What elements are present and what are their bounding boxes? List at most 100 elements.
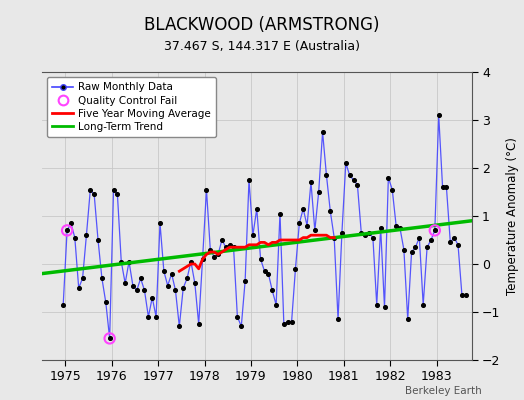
Point bbox=[74, 285, 83, 291]
Point bbox=[462, 292, 470, 298]
Point bbox=[225, 242, 234, 248]
Point bbox=[199, 256, 207, 262]
Point bbox=[442, 184, 451, 190]
Point bbox=[419, 302, 428, 308]
Point bbox=[446, 239, 454, 246]
Point bbox=[342, 160, 350, 166]
Point bbox=[136, 275, 145, 282]
Point bbox=[105, 335, 114, 342]
Point bbox=[110, 186, 118, 193]
Point bbox=[376, 225, 385, 231]
Point bbox=[202, 186, 211, 193]
Point bbox=[63, 227, 71, 234]
Point bbox=[133, 287, 141, 294]
Point bbox=[90, 191, 99, 198]
Point bbox=[113, 191, 122, 198]
Point bbox=[388, 186, 397, 193]
Point bbox=[287, 318, 296, 325]
Point bbox=[67, 220, 75, 226]
Point bbox=[373, 302, 381, 308]
Point bbox=[345, 172, 354, 178]
Point bbox=[129, 282, 137, 289]
Point bbox=[303, 222, 311, 229]
Point bbox=[260, 268, 269, 274]
Point bbox=[337, 230, 346, 236]
Point bbox=[79, 275, 87, 282]
Point bbox=[183, 275, 191, 282]
Text: 37.467 S, 144.317 E (Australia): 37.467 S, 144.317 E (Australia) bbox=[164, 40, 360, 53]
Point bbox=[179, 285, 188, 291]
Point bbox=[268, 287, 277, 294]
Point bbox=[311, 227, 319, 234]
Point bbox=[194, 321, 203, 327]
Point bbox=[233, 314, 242, 320]
Point bbox=[121, 280, 129, 286]
Point bbox=[125, 258, 133, 265]
Point bbox=[431, 227, 439, 234]
Point bbox=[365, 230, 373, 236]
Point bbox=[140, 287, 149, 294]
Point bbox=[322, 172, 331, 178]
Point bbox=[299, 206, 308, 212]
Point bbox=[400, 246, 408, 253]
Point bbox=[458, 292, 466, 298]
Point bbox=[357, 230, 365, 236]
Point bbox=[98, 275, 106, 282]
Point bbox=[264, 270, 272, 277]
Point bbox=[427, 237, 435, 243]
Point bbox=[256, 256, 265, 262]
Point bbox=[168, 270, 176, 277]
Point bbox=[171, 287, 180, 294]
Point bbox=[280, 321, 288, 327]
Point bbox=[218, 237, 226, 243]
Point bbox=[71, 234, 79, 241]
Point bbox=[431, 227, 439, 234]
Point bbox=[380, 304, 389, 310]
Point bbox=[350, 177, 358, 183]
Point bbox=[439, 184, 447, 190]
Point bbox=[307, 179, 315, 186]
Point bbox=[407, 249, 416, 255]
Point bbox=[415, 234, 423, 241]
Point bbox=[241, 278, 249, 284]
Point bbox=[160, 268, 168, 274]
Point bbox=[454, 242, 462, 248]
Point bbox=[450, 234, 458, 241]
Point bbox=[272, 302, 280, 308]
Point bbox=[222, 244, 230, 250]
Point bbox=[411, 244, 420, 250]
Point bbox=[175, 323, 183, 330]
Point bbox=[102, 299, 110, 306]
Point bbox=[210, 254, 219, 260]
Point bbox=[144, 314, 152, 320]
Point bbox=[152, 314, 160, 320]
Point bbox=[214, 251, 222, 258]
Point bbox=[191, 280, 199, 286]
Text: Berkeley Earth: Berkeley Earth bbox=[406, 386, 482, 396]
Point bbox=[384, 174, 392, 181]
Point bbox=[434, 112, 443, 118]
Point bbox=[230, 244, 238, 250]
Point bbox=[163, 282, 172, 289]
Legend: Raw Monthly Data, Quality Control Fail, Five Year Moving Average, Long-Term Tren: Raw Monthly Data, Quality Control Fail, … bbox=[47, 77, 216, 137]
Point bbox=[206, 246, 214, 253]
Text: BLACKWOOD (ARMSTRONG): BLACKWOOD (ARMSTRONG) bbox=[144, 16, 380, 34]
Point bbox=[403, 316, 412, 322]
Point bbox=[291, 266, 300, 272]
Point bbox=[319, 129, 327, 135]
Point bbox=[94, 237, 102, 243]
Point bbox=[369, 234, 377, 241]
Point bbox=[334, 316, 342, 322]
Point bbox=[237, 323, 245, 330]
Point bbox=[249, 232, 257, 238]
Point bbox=[117, 258, 125, 265]
Point bbox=[392, 222, 400, 229]
Point bbox=[105, 335, 114, 342]
Point bbox=[86, 186, 94, 193]
Point bbox=[82, 232, 91, 238]
Point bbox=[330, 234, 339, 241]
Point bbox=[295, 220, 303, 226]
Point bbox=[253, 206, 261, 212]
Point bbox=[63, 227, 71, 234]
Point bbox=[326, 208, 334, 214]
